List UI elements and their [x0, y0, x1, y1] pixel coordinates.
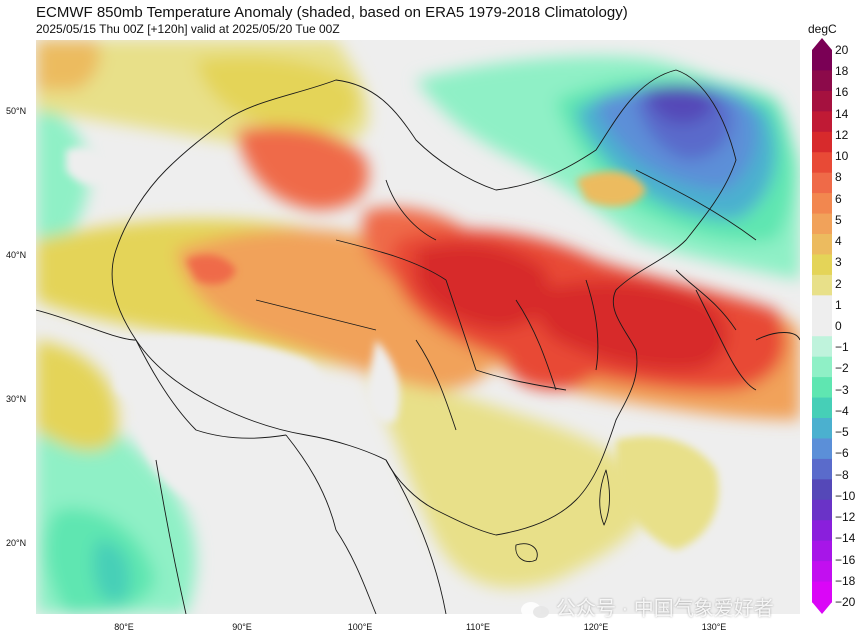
colorbar-swatch — [812, 274, 832, 296]
colorbar-tick-label: 12 — [835, 127, 849, 142]
lon-label-90: 90°E — [232, 622, 252, 632]
colorbar-tick-label: 0 — [835, 319, 842, 333]
korea-japan-coast — [695, 289, 800, 391]
colorbar-unit: degC — [808, 22, 837, 36]
colorbar-swatch — [812, 458, 832, 480]
colorbar-tick-label: −8 — [835, 467, 849, 482]
colorbar-swatch — [812, 131, 832, 153]
lat-label-20: 20°N — [6, 538, 27, 548]
colorbar-swatch — [812, 295, 832, 317]
province-lines — [255, 179, 599, 431]
lon-label-100: 100°E — [347, 622, 373, 632]
colorbar-swatch — [812, 581, 832, 603]
lat-label-40: 40°N — [6, 250, 27, 260]
hainan-coast — [515, 543, 538, 563]
colorbar-swatch — [812, 234, 832, 256]
lat-label-50: 50°N — [6, 106, 27, 116]
colorbar-swatch — [812, 90, 832, 112]
colorbar-tick-label: 18 — [835, 64, 849, 79]
colorbar-swatch — [812, 438, 832, 460]
lon-label-130: 130°E — [701, 622, 727, 632]
colorbar-tick-label: 10 — [835, 149, 849, 164]
colorbar-tick-label: 20 — [835, 43, 849, 57]
colorbar-tick-label: 4 — [835, 234, 842, 249]
colorbar-tick-label: −20 — [835, 595, 856, 609]
colorbar-swatch — [812, 418, 832, 440]
lon-label-120: 120°E — [583, 622, 609, 632]
lat-label-30: 30°N — [6, 394, 27, 404]
map-subtitle: 2025/05/15 Thu 00Z [+120h] valid at 2025… — [36, 22, 340, 36]
colorbar-tick-label: 5 — [835, 212, 842, 227]
temperature-anomaly-map — [36, 40, 800, 614]
colorbar-tick-label: −1 — [835, 340, 849, 355]
colorbar-tick-label: −2 — [835, 361, 849, 376]
colorbar-tick-label: 2 — [835, 276, 842, 291]
colorbar-swatch — [812, 336, 832, 358]
colorbar-tick-label: −5 — [835, 425, 849, 440]
colorbar-swatch — [812, 193, 832, 215]
colorbar-tick-label: −6 — [835, 446, 849, 461]
colorbar-swatch — [812, 561, 832, 583]
colorbar-tick-label: 1 — [835, 297, 842, 312]
watermark: 公众号 · 中国气象爱好者 — [520, 592, 774, 621]
colorbar-swatch — [812, 50, 832, 72]
lon-label-110: 110°E — [466, 622, 490, 632]
colorbar-tick-label: −10 — [835, 488, 856, 503]
colorbar-swatch — [812, 70, 832, 92]
map-title: ECMWF 850mb Temperature Anomaly (shaded,… — [36, 4, 628, 21]
colorbar-swatch — [812, 172, 832, 194]
colorbar-tick-label: −14 — [835, 531, 856, 546]
colorbar-tick-label: 3 — [835, 255, 842, 270]
colorbar — [812, 38, 832, 614]
colorbar-swatch — [812, 377, 832, 399]
colorbar-swatch — [812, 356, 832, 378]
colorbar-swatch — [812, 397, 832, 419]
colorbar-swatch — [812, 111, 832, 133]
colorbar-tick-label: 14 — [835, 106, 849, 121]
colorbar-tick-label: 8 — [835, 170, 842, 185]
colorbar-swatch — [812, 479, 832, 501]
colorbar-swatch — [812, 315, 832, 337]
colorbar-tick-label: −16 — [835, 552, 856, 567]
neighbor-borders — [36, 169, 757, 614]
watermark-text: 公众号 · 中国气象爱好者 — [556, 598, 774, 620]
colorbar-swatch — [812, 499, 832, 521]
lon-label-80: 80°E — [114, 622, 134, 632]
colorbar-tick-label: 6 — [835, 191, 842, 206]
colorbar-swatch — [812, 540, 832, 562]
wechat-icon — [520, 601, 550, 619]
colorbar-tick-label: −4 — [835, 403, 849, 418]
colorbar-tick-label: −12 — [835, 510, 856, 525]
colorbar-swatch — [812, 254, 832, 276]
colorbar-swatch — [812, 213, 832, 235]
taiwan-coast — [599, 469, 610, 526]
colorbar-swatch — [812, 520, 832, 542]
colorbar-bottom-arrow — [812, 602, 832, 614]
colorbar-tick-label: −18 — [835, 573, 856, 588]
colorbar-swatch — [812, 152, 832, 174]
colorbar-top-arrow — [812, 38, 832, 50]
colorbar-tick-label: 16 — [835, 85, 849, 100]
colorbar-tick-label: −3 — [835, 382, 849, 397]
china-border — [111, 69, 737, 536]
